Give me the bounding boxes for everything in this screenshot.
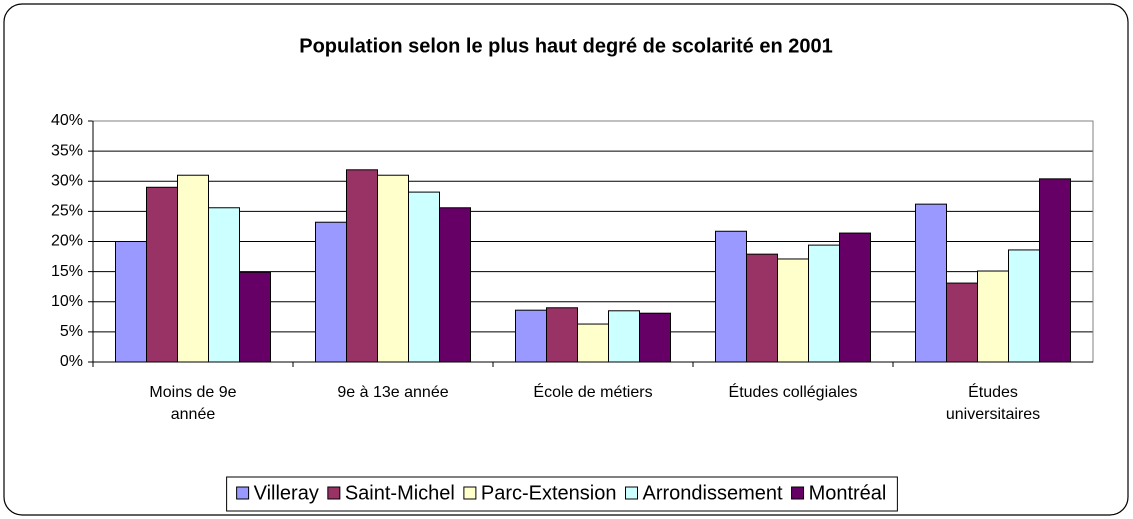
y-tick-label: 10%	[51, 293, 83, 310]
bar	[946, 282, 978, 363]
chart-title: Population selon le plus haut degré de s…	[299, 35, 832, 57]
bar	[977, 270, 1009, 363]
legend-label: Arrondissement	[643, 482, 784, 504]
bar	[177, 174, 209, 363]
bar	[577, 323, 609, 363]
y-tick-label: 35%	[51, 142, 83, 159]
bar	[208, 207, 240, 363]
bar	[1039, 178, 1071, 363]
bar	[608, 310, 640, 363]
y-tick-label: 15%	[51, 263, 83, 280]
bar	[839, 232, 871, 363]
legend-label: Villeray	[254, 482, 319, 504]
bar	[115, 241, 147, 363]
bar	[377, 174, 409, 363]
x-tick-label-box: École de métiers	[533, 384, 653, 401]
chart-border	[3, 3, 1129, 516]
x-tick-label: Études collégiales	[728, 384, 858, 401]
legend-label: Parc-Extension	[481, 482, 617, 504]
bar	[715, 230, 747, 363]
bar	[146, 186, 178, 363]
legend-swatch	[236, 486, 250, 500]
bar	[1008, 249, 1040, 363]
y-tick-label: 5%	[60, 323, 83, 340]
x-tick-label-box: Études collégiales	[728, 384, 858, 401]
bar	[315, 221, 347, 363]
y-tick-label: 25%	[51, 203, 83, 220]
legend-swatch	[327, 486, 341, 500]
x-tick-label: 9e à 13e année	[337, 384, 449, 401]
bar	[808, 244, 840, 363]
x-tick-label-box: Moins de 9e année	[149, 384, 237, 423]
legend-swatch	[625, 486, 639, 500]
y-tick-label: 40%	[51, 112, 83, 129]
bar	[515, 309, 547, 363]
bar	[346, 169, 378, 363]
bar	[915, 203, 947, 363]
y-tick-label: 0%	[60, 353, 83, 370]
bar	[777, 258, 809, 363]
x-tick-label-box: Études universitaires	[945, 384, 1041, 423]
bar	[639, 312, 671, 363]
bar	[746, 253, 778, 363]
bar	[239, 271, 271, 363]
x-tick-label: Moins de 9e année	[149, 384, 237, 423]
x-tick-label-box: 9e à 13e année	[337, 384, 449, 401]
y-tick-label: 20%	[51, 233, 83, 250]
legend-label: Saint-Michel	[345, 482, 455, 504]
bar	[408, 191, 440, 363]
legend-label: Montréal	[809, 482, 887, 504]
y-tick-label: 30%	[51, 172, 83, 189]
legend-swatch	[791, 486, 805, 500]
x-tick-label: Études universitaires	[945, 384, 1041, 423]
legend-swatch	[463, 486, 477, 500]
bar	[439, 207, 471, 363]
bar	[546, 307, 578, 363]
x-tick-label: École de métiers	[533, 384, 653, 401]
legend: Villeray Saint-Michel Parc-Extension Arrond…	[226, 476, 898, 512]
